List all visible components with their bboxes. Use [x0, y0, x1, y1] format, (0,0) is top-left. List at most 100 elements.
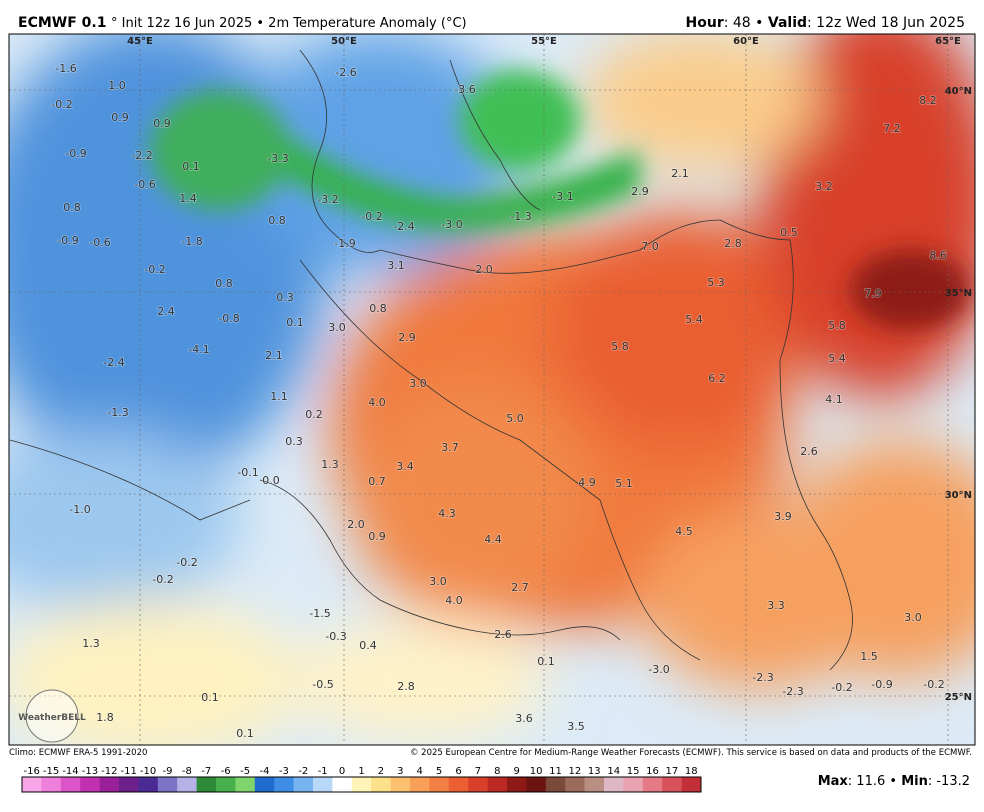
anomaly-label: -3.2: [317, 193, 338, 206]
anomaly-label: 0.8: [63, 201, 81, 214]
colorbar-segment: [468, 777, 488, 792]
anomaly-field: [9, 34, 975, 745]
anomaly-label: 3.0: [429, 575, 447, 588]
anomaly-label: 1.0: [108, 79, 126, 92]
anomaly-label: 3.5: [567, 720, 585, 733]
anomaly-label: -3.0: [441, 218, 462, 231]
anomaly-label: -1.5: [309, 607, 330, 620]
anomaly-label: 4.0: [368, 396, 386, 409]
colorbar-segment: [41, 777, 62, 792]
colorbar-segment: [642, 777, 663, 792]
lat-label: 35°N: [945, 288, 972, 299]
anomaly-label: -0.5: [312, 678, 333, 691]
climo: Climo: ECMWF ERA-5 1991-2020: [9, 748, 147, 758]
lat-label: 25°N: [945, 692, 972, 703]
anomaly-label: 0.1: [537, 655, 555, 668]
anomaly-label: 0.4: [359, 639, 377, 652]
anomaly-label: 7.0: [641, 240, 659, 253]
anomaly-label: 5.4: [828, 352, 846, 365]
colorbar-segment: [60, 777, 81, 792]
anomaly-label: 5.8: [828, 319, 846, 332]
anomaly-label: 4.4: [484, 533, 502, 546]
colorbar-segment: [22, 777, 42, 792]
anomaly-label: 0.9: [111, 111, 129, 124]
hour-label: Hour: [686, 15, 724, 31]
anomaly-label: -1.9: [334, 237, 355, 250]
colorbar-frame: [21, 776, 702, 793]
anomaly-label: 0.3: [276, 291, 294, 304]
anomaly-label: -4.1: [188, 343, 209, 356]
colorbar-segment: [565, 777, 585, 792]
anomaly-label: 5.4: [685, 313, 703, 326]
anomaly-label: 3.9: [774, 510, 792, 523]
anomaly-label: -0.9: [57, 234, 78, 247]
anomaly-label: 3.4: [396, 460, 414, 473]
anomaly-label: 0.5: [780, 226, 798, 239]
colorbar-segment: [293, 777, 314, 792]
anomaly-label: 4.0: [445, 594, 463, 607]
colorbar-tick-label: 9: [514, 766, 520, 777]
colorbar-tick-label: 12: [569, 766, 582, 777]
lon-label: 65°E: [935, 36, 961, 47]
anomaly-label: -0.2: [51, 98, 72, 111]
colorbar-segment: [351, 777, 372, 792]
anomaly-label: 0.1: [201, 691, 219, 704]
anomaly-label: 1.4: [179, 192, 197, 205]
colorbar-tick-label: -13: [82, 766, 98, 777]
anomaly-label: 4.3: [438, 507, 456, 520]
colorbar-segment: [196, 777, 217, 792]
anomaly-label: 2.6: [800, 445, 818, 458]
lon-label: 55°E: [531, 36, 557, 47]
colorbar-tick-label: -14: [62, 766, 78, 777]
colorbar-segment: [410, 777, 430, 792]
colorbar-tick-label: -6: [221, 766, 231, 777]
colorbar-segment: [371, 777, 391, 792]
anomaly-label: -1.8: [181, 235, 202, 248]
anomaly-label: 0.2: [305, 408, 323, 421]
anomaly-label: -1.3: [107, 406, 128, 419]
colorbar-segment: [623, 777, 644, 792]
anomaly-label: -0.2: [361, 210, 382, 223]
model: ECMWF 0.1: [18, 15, 106, 31]
anomaly-label: 4.5: [675, 525, 693, 538]
anomaly-label: 2.8: [724, 237, 742, 250]
anomaly-label: -0.2: [176, 556, 197, 569]
logo-badge: [25, 689, 79, 743]
anomaly-label: 2.1: [671, 167, 689, 180]
lat-label: 30°N: [945, 490, 972, 501]
colorbar-tick-label: 14: [607, 766, 620, 777]
colorbar-segment: [429, 777, 450, 792]
colorbar-segment: [507, 777, 527, 792]
colorbar-tick-label: -8: [182, 766, 192, 777]
map: -1.6 -0.2 -0.9 0.8 -0.9 -0.6 -0.2 1.0 0.9 0.9 -2.2…: [9, 34, 975, 745]
anomaly-label: 0.8: [268, 214, 286, 227]
anomaly-label: -3.0: [648, 663, 669, 676]
anomaly-label: 3.7: [441, 441, 459, 454]
colorbar-segment: [487, 777, 508, 792]
anomaly-label: -0.2: [152, 573, 173, 586]
valid-time: Hour: 48 • Valid: 12z Wed 18 Jun 2025: [686, 15, 965, 31]
colorbar-segment: [216, 777, 236, 792]
colorbar-segment: [157, 777, 178, 792]
colorbar-tick-label: 7: [475, 766, 481, 777]
anomaly-label: -0.9: [65, 147, 86, 160]
lon-label: 50°E: [331, 36, 357, 47]
anomaly-label: -2.3: [752, 671, 773, 684]
colorbar-tick-label: 15: [627, 766, 640, 777]
anomaly-label: 8.6: [929, 249, 947, 262]
lon-label: 60°E: [733, 36, 759, 47]
init: ° Init 12z 16 Jun 2025 • 2m Temperature …: [111, 16, 467, 31]
valid-text: : 12z Wed 18 Jun 2025: [807, 15, 965, 31]
colorbar-segment: [99, 777, 120, 792]
anomaly-label: -0.8: [218, 312, 239, 325]
colorbar-tick-label: -11: [121, 766, 137, 777]
colorbar-tick-label: 0: [339, 766, 345, 777]
colorbar-tick-label: 16: [646, 766, 659, 777]
anomaly-label: -0.2: [923, 678, 944, 691]
anomaly-label: -2.4: [103, 356, 124, 369]
colorbar-tick-label: 10: [530, 766, 543, 777]
anomaly-label: 0.7: [368, 475, 386, 488]
anomaly-label: 0.1: [236, 727, 254, 740]
min-text: : -13.2: [928, 774, 970, 789]
